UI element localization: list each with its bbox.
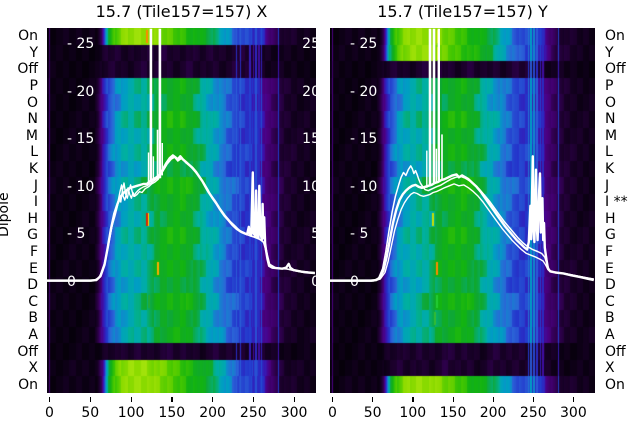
x-axis-tick-label: 300: [280, 405, 308, 421]
x-axis-tick-label: 250: [519, 405, 547, 421]
spectrum-trace: [47, 154, 315, 282]
x-axis-tick: [252, 397, 255, 402]
x-axis-tick: [372, 397, 374, 402]
dipole-label: A: [28, 326, 38, 343]
dipole-label: J: [605, 177, 610, 194]
x-axis-tick-label: 300: [560, 405, 587, 421]
dipole-label: On: [18, 376, 38, 393]
dipole-label: P: [605, 78, 614, 95]
dipole-label: L: [30, 144, 38, 161]
spectrum-trace: [330, 165, 594, 282]
dipole-label: B: [28, 310, 38, 327]
spectrum-trace: [47, 155, 315, 282]
spectrum-overlay-x: [47, 28, 315, 282]
spectrum-trace: [330, 183, 594, 282]
dipole-label: Off: [605, 343, 626, 360]
dipole-label: Off: [605, 61, 626, 78]
dipole-label: I: [33, 194, 38, 211]
dipole-label: Off: [17, 61, 38, 78]
x-axis-tick-label: 50: [363, 405, 382, 421]
heatmap-canvas-x: [47, 28, 316, 393]
dipole-label: H: [27, 210, 38, 227]
x-axis-tick: [130, 397, 132, 402]
x-axis-tick: [332, 397, 334, 402]
dipole-label: H: [605, 210, 616, 227]
dipole-label: G: [605, 227, 616, 244]
dipole-label: Y: [29, 44, 38, 61]
dipole-label: C: [28, 293, 38, 310]
panel-title-x: 15.7 (Tile157=157) X: [95, 2, 268, 21]
x-axis-tick: [412, 397, 414, 402]
x-axis-tick-label: 200: [199, 405, 226, 421]
dipole-label: E: [29, 260, 38, 277]
spectrum-trace: [330, 155, 595, 282]
x-axis-tick: [212, 397, 214, 402]
x-axis-tick-label: 150: [439, 405, 467, 421]
dipole-label: K: [605, 161, 615, 178]
dipole-label: M: [605, 127, 618, 144]
dipole-label: N: [27, 111, 38, 128]
x-axis-tick: [49, 397, 51, 402]
spectrum-overlay-y: [330, 28, 595, 282]
dipole-label: Off: [17, 343, 38, 360]
x-axis-tick-label: 250: [239, 405, 267, 421]
dipole-label: I **: [605, 194, 628, 211]
dipole-label: Y: [605, 44, 614, 61]
x-axis-tick: [572, 397, 575, 402]
x-axis-tick: [452, 397, 454, 402]
dipole-label: J: [33, 177, 38, 194]
dipole-label: O: [26, 94, 38, 111]
x-axis-tick-label: 150: [158, 405, 186, 421]
dipole-label: On: [18, 28, 38, 45]
dipole-label: P: [29, 78, 38, 95]
dipole-label: F: [29, 243, 38, 260]
dipole-label: K: [28, 161, 38, 178]
dipole-label: X: [28, 360, 38, 377]
dipole-label: A: [605, 326, 615, 343]
dipole-label: M: [25, 127, 38, 144]
dipole-label: D: [27, 277, 38, 294]
dipole-label: C: [605, 293, 615, 310]
panel-title-y: 15.7 (Tile157=157) Y: [377, 2, 548, 21]
dipole-label: On: [605, 376, 625, 393]
x-axis-tick-label: 0: [328, 405, 337, 421]
dipole-label: O: [605, 94, 617, 111]
x-axis-tick-label: 100: [117, 405, 145, 421]
spectrum-trace: [47, 156, 315, 282]
dipole-label: N: [605, 111, 616, 128]
dipole-label: L: [605, 144, 613, 161]
x-axis-tick: [293, 397, 295, 402]
dipole-labels-right: On Y Off P O N M L K J I ** H G F E D C B A Off X On: [605, 0, 640, 440]
dipole-label: X: [605, 360, 615, 377]
x-axis-tick-label: 50: [81, 405, 100, 421]
x-axis-tick: [171, 397, 173, 402]
x-axis-tick-label: 200: [479, 405, 507, 421]
dipole-label: G: [27, 227, 38, 244]
dipole-labels-left: On Y Off P O N M L K J I H G F E D C B A Off X On: [0, 0, 40, 440]
x-axis-tick-label: 0: [45, 405, 54, 421]
dipole-label: On: [605, 28, 625, 45]
dipole-label: D: [605, 277, 616, 294]
dipole-label: E: [605, 260, 614, 277]
x-axis-tick: [492, 397, 494, 402]
heatmap-canvas-y: [330, 28, 595, 393]
x-axis-tick: [89, 397, 92, 402]
dipole-label: B: [605, 310, 615, 327]
dipole-label: F: [605, 243, 614, 260]
x-axis-tick-label: 100: [399, 405, 427, 421]
x-axis-tick: [532, 397, 535, 402]
